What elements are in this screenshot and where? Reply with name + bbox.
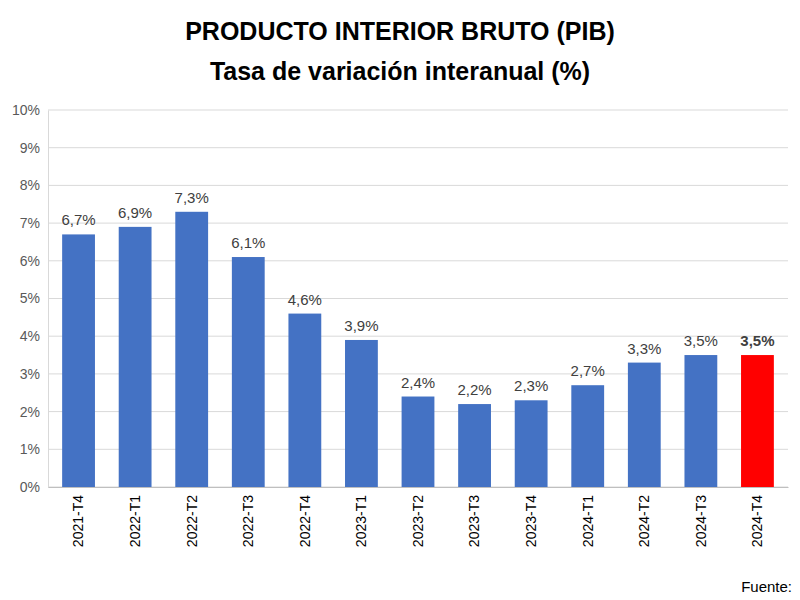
- x-tick-label: 2023-T4: [523, 495, 539, 547]
- data-label: 2,7%: [571, 362, 605, 379]
- bar: [628, 363, 661, 487]
- y-tick-label: 3%: [20, 366, 40, 382]
- y-tick: 8%: [20, 177, 48, 193]
- x-tick-label: 2021-T4: [70, 495, 86, 547]
- data-label: 3,5%: [740, 332, 774, 349]
- x-tick-label: 2022-T1: [127, 495, 143, 547]
- data-label: 2,4%: [401, 374, 435, 391]
- x-tick-label: 2024-T1: [580, 495, 596, 547]
- x-tick: 2022-T4: [297, 487, 313, 547]
- data-label: 7,3%: [175, 189, 209, 206]
- x-tick: 2023-T1: [353, 487, 369, 547]
- plot: 0%1%2%3%4%5%6%7%8%9%10%2021-T42022-T1202…: [12, 102, 789, 547]
- y-tick: 5%: [20, 290, 48, 306]
- bar: [119, 227, 152, 487]
- bar: [232, 257, 265, 487]
- y-tick: 9%: [20, 140, 48, 156]
- y-tick: 6%: [20, 253, 48, 269]
- bar: [345, 340, 378, 487]
- y-tick-label: 1%: [20, 441, 40, 457]
- y-tick: 2%: [20, 404, 48, 420]
- x-tick: 2021-T4: [70, 487, 86, 547]
- x-tick-label: 2024-T3: [693, 495, 709, 547]
- data-label: 2,2%: [457, 381, 491, 398]
- bar: [571, 385, 604, 487]
- chart: PRODUCTO INTERIOR BRUTO (PIB) Tasa de var…: [0, 0, 800, 600]
- grid-line: [48, 336, 788, 337]
- data-label: 3,9%: [344, 317, 378, 334]
- data-label: 6,9%: [118, 204, 152, 221]
- x-tick: 2024-T4: [749, 487, 765, 547]
- y-axis: 0% 1% 2% 3% 4% 5% 6% 7% 8% 9% 10%: [12, 102, 49, 495]
- grid-line: [48, 260, 788, 261]
- x-tick-label: 2022-T2: [184, 495, 200, 547]
- x-tick-label: 2024-T4: [749, 495, 765, 547]
- y-tick-label: 9%: [20, 140, 40, 156]
- y-tick: 10%: [12, 102, 48, 118]
- y-tick-label: 6%: [20, 253, 40, 269]
- y-tick: 0%: [20, 479, 48, 495]
- data-label: 4,6%: [288, 291, 322, 308]
- y-tick: 3%: [20, 366, 48, 382]
- bar: [288, 314, 321, 487]
- x-tick: 2023-T2: [410, 487, 426, 547]
- bar: [684, 355, 717, 487]
- bar: [741, 355, 774, 487]
- grid-line: [48, 298, 788, 299]
- x-tick-label: 2022-T4: [297, 495, 313, 547]
- annotation: Fuente:: [741, 578, 792, 595]
- y-tick-label: 10%: [12, 102, 40, 118]
- x-tick: 2024-T2: [636, 487, 652, 547]
- y-tick: 4%: [20, 328, 48, 344]
- x-tick: 2023-T4: [523, 487, 539, 547]
- x-axis: 2021-T4 2022-T1 2022-T2 2022-T3 2022-T4 2023-…: [49, 487, 789, 547]
- x-tick: 2024-T3: [693, 487, 709, 547]
- x-tick: 2024-T1: [580, 487, 596, 547]
- y-tick-label: 5%: [20, 290, 40, 306]
- y-tick: 7%: [20, 215, 48, 231]
- bars: [62, 212, 774, 487]
- y-tick: 1%: [20, 441, 48, 457]
- x-axis-line: [49, 487, 789, 488]
- x-tick: 2022-T1: [127, 487, 143, 547]
- y-tick-label: 7%: [20, 215, 40, 231]
- grid-line: [48, 185, 788, 186]
- x-tick: 2023-T3: [466, 487, 482, 547]
- data-label: 2,3%: [514, 377, 548, 394]
- y-tick-label: 8%: [20, 177, 40, 193]
- bar: [458, 404, 491, 487]
- data-label: 3,3%: [627, 340, 661, 357]
- bar: [62, 234, 95, 487]
- data-label: 3,5%: [684, 332, 718, 349]
- grid-line: [48, 147, 788, 148]
- y-axis-line: [48, 111, 49, 488]
- y-tick-label: 2%: [20, 404, 40, 420]
- data-label: 6,1%: [231, 234, 265, 251]
- grid-line: [48, 223, 788, 224]
- bar: [175, 212, 208, 487]
- x-tick-label: 2024-T2: [636, 495, 652, 547]
- data-labels: 6,7% 6,9% 7,3% 6,1% 4,6% 3,9% 2,4% 2,2% 2,3% 2,7%…: [61, 189, 774, 398]
- x-tick: 2022-T2: [184, 487, 200, 547]
- data-label: 6,7%: [61, 211, 95, 228]
- x-tick: 2022-T3: [240, 487, 256, 547]
- title: PRODUCTO INTERIOR BRUTO (PIB): [185, 17, 615, 45]
- grid-line: [48, 110, 788, 111]
- x-tick-label: 2023-T2: [410, 495, 426, 547]
- bar: [402, 397, 435, 487]
- x-tick-label: 2023-T1: [353, 495, 369, 547]
- grid: [48, 110, 788, 487]
- x-tick-label: 2022-T3: [240, 495, 256, 547]
- subtitle: Tasa de variación interanual (%): [210, 57, 590, 85]
- y-tick-label: 4%: [20, 328, 40, 344]
- x-tick-label: 2023-T3: [466, 495, 482, 547]
- bar: [515, 400, 548, 487]
- y-tick-label: 0%: [20, 479, 40, 495]
